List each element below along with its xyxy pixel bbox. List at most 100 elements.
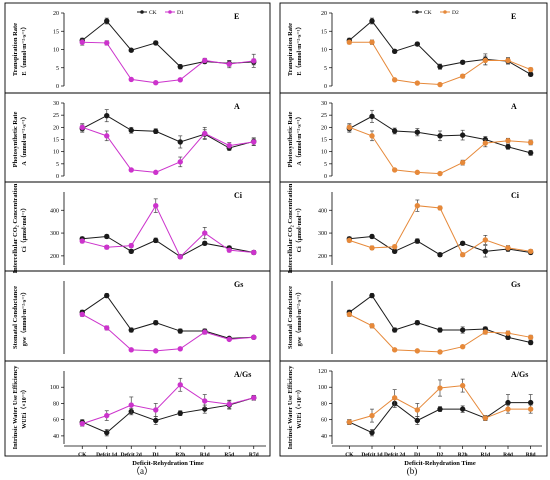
data-point	[153, 348, 159, 354]
data-point	[153, 40, 159, 46]
subplot-e: 0 5 10 15 20 Transpiration Rate E（mmol·m⁻²·s⁻¹…	[12, 10, 257, 90]
y-tick-label: 30	[53, 101, 59, 107]
panel-a: 0 5 10 15 20 Transpiration Rate E（mmol·m⁻²·s⁻¹…	[4, 2, 271, 467]
data-point	[527, 248, 534, 255]
y-tick-label: 400	[318, 208, 327, 214]
y-tick-label: 80	[53, 401, 59, 407]
data-point	[437, 63, 443, 70]
data-point	[79, 238, 85, 244]
data-point	[104, 325, 110, 331]
y-tick-label: 100	[50, 385, 59, 391]
y-axis-unit: WUEi（×10⁻³）	[20, 386, 28, 428]
data-point	[459, 327, 466, 333]
data-point	[177, 254, 183, 260]
y-tick-label: 25	[53, 113, 59, 119]
y-tick-label: 40	[321, 434, 327, 440]
x-tick-label: D1	[152, 452, 159, 458]
subplot-tag: E	[511, 12, 516, 21]
subplot-ci: 200 300 400 Intercellular CO₂ Concentration…	[280, 181, 547, 273]
data-point	[369, 18, 375, 24]
y-tick-label: 60	[321, 418, 327, 424]
y-tick-label: 0	[324, 84, 327, 90]
data-point	[414, 348, 421, 354]
y-tick-label: 40	[53, 434, 59, 440]
data-point	[391, 395, 398, 401]
series-d2	[346, 311, 534, 355]
data-point	[128, 347, 134, 353]
data-point	[153, 128, 159, 134]
y-tick-label: 60	[53, 418, 59, 424]
y-axis-title: Transpiration Rate	[287, 23, 294, 76]
data-point	[391, 167, 398, 173]
series-d2	[346, 378, 534, 425]
data-point	[104, 112, 110, 119]
data-point	[226, 61, 232, 67]
series-line	[349, 41, 531, 86]
y-axis-unit: Ci（μmol·mol⁻¹）	[20, 205, 28, 253]
data-point	[251, 139, 257, 145]
legend-marker	[443, 10, 447, 14]
subplot-tag: A/Gs	[511, 370, 528, 379]
y-tick-label: 10	[53, 150, 59, 156]
data-point	[202, 230, 208, 236]
data-point	[391, 248, 398, 255]
data-point	[414, 169, 421, 176]
y-tick-label: 15	[321, 138, 327, 144]
data-point	[369, 412, 375, 419]
subplot-a: 0 5 10 15 20 25 30 Photosynthetic Rate A（mmol·m⁻…	[5, 92, 270, 180]
data-point	[505, 330, 511, 336]
x-tick-label: Defcit 1d	[96, 452, 117, 458]
y-tick-label: 120	[318, 369, 327, 375]
data-point	[128, 76, 134, 83]
data-point	[153, 320, 159, 326]
y-axis-unit: gsw（mmol·m⁻²·s⁻¹）	[20, 289, 28, 347]
subplot-a-gs: 40 60 80 100 120 Intrinsic Water Use Efficien…	[280, 360, 547, 467]
y-tick-label: 300	[318, 231, 327, 237]
data-point	[391, 244, 398, 250]
data-point	[177, 159, 183, 165]
data-point	[459, 406, 466, 412]
y-tick-label: 25	[321, 113, 327, 119]
data-point	[128, 167, 134, 173]
data-point	[527, 334, 534, 341]
data-point	[505, 138, 511, 144]
x-tick-label: R1d	[480, 452, 490, 458]
y-tick-label: 20	[321, 125, 327, 131]
data-point	[79, 124, 85, 131]
data-point	[128, 127, 134, 133]
data-point	[104, 233, 110, 240]
data-point	[104, 292, 110, 299]
series-d1	[79, 198, 257, 260]
y-axis-title: Intercellular CO₂ Concentration	[287, 183, 294, 273]
legend-marker	[140, 10, 144, 14]
x-tick-label: D1	[414, 452, 421, 458]
data-point	[251, 58, 257, 64]
data-point	[459, 132, 466, 138]
y-axis-unit: WUEi（×10⁻³）	[295, 386, 303, 428]
legend-label: D2	[452, 10, 459, 16]
y-axis-title: Photosynthetic Rate	[12, 112, 19, 168]
data-point	[346, 419, 353, 425]
y-axis-unit: Ci（μmol·mol⁻¹）	[295, 205, 303, 253]
data-point	[346, 39, 353, 45]
data-point	[104, 40, 110, 46]
data-point	[505, 406, 511, 412]
data-point	[177, 346, 183, 352]
data-point	[414, 407, 421, 413]
series-line	[81, 294, 254, 339]
series-line	[349, 235, 531, 256]
panel-frame	[279, 2, 548, 457]
y-axis-unit: A（mmol·m⁻²·s⁻¹）	[20, 113, 28, 165]
data-point	[437, 81, 443, 88]
data-point	[177, 382, 183, 388]
data-point	[128, 402, 134, 408]
panel-b: 0 5 10 15 20 Transpiration Rate E（mmol·m⁻²·s⁻¹…	[279, 2, 548, 467]
x-tick-label: D2	[437, 452, 444, 458]
y-axis-title: Intercellular CO₂ Concentration	[12, 183, 19, 273]
data-point	[482, 57, 489, 64]
data-point	[177, 77, 183, 83]
y-axis-title: Stomatal Conductance	[287, 286, 294, 349]
data-point	[153, 169, 159, 176]
series-d1	[79, 377, 257, 427]
series-line	[82, 126, 254, 173]
